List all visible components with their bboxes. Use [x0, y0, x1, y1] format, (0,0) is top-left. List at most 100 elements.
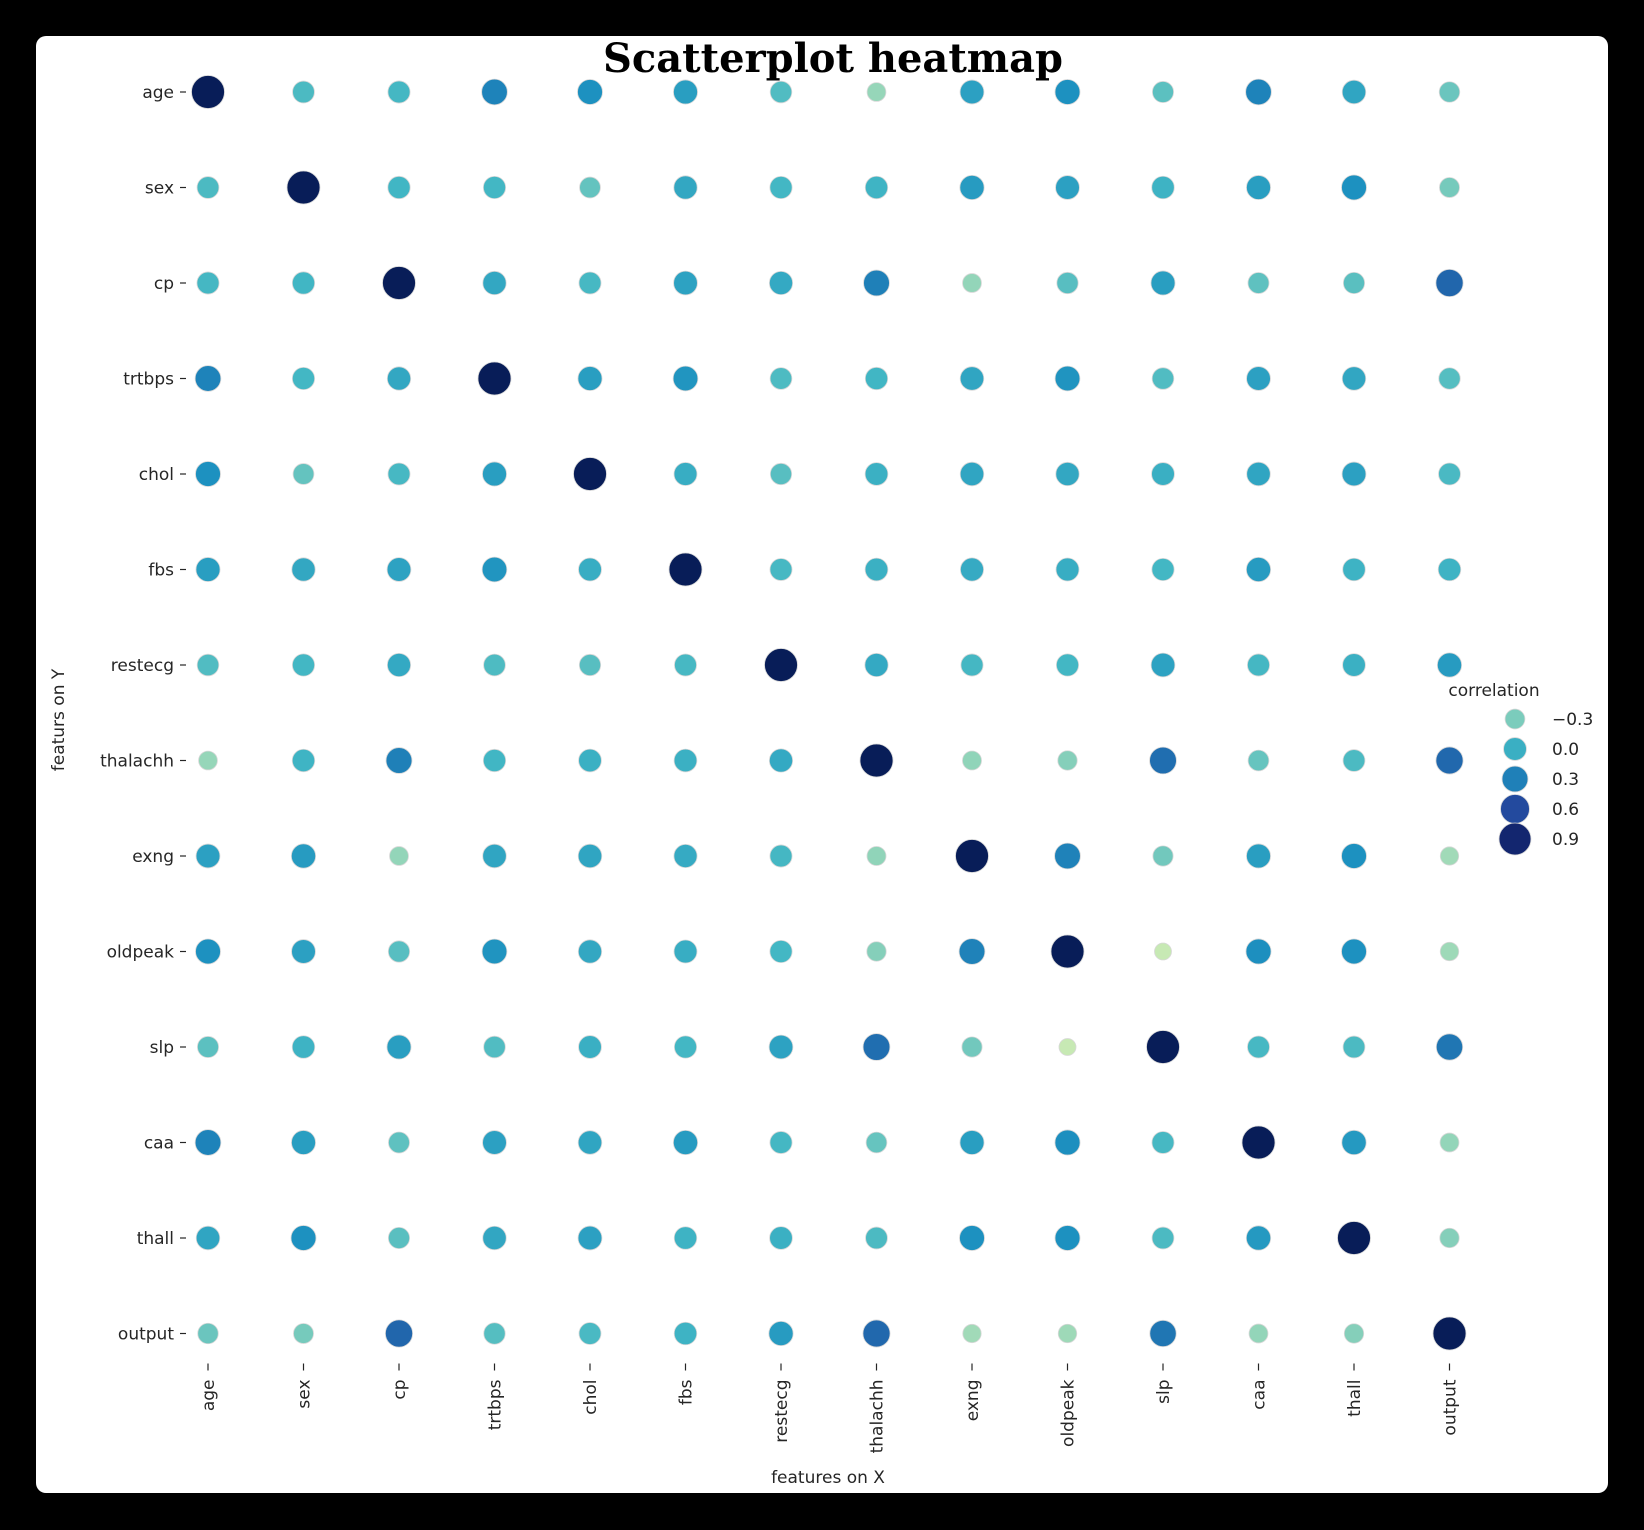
correlation-bubble: [1057, 750, 1078, 771]
legend-marker: [1504, 708, 1526, 730]
correlation-bubble: [579, 176, 601, 199]
correlation-bubble: [769, 367, 793, 390]
legend-label: 0.0: [1552, 740, 1579, 760]
correlation-bubble: [1435, 268, 1464, 298]
correlation-bubble: [866, 941, 887, 962]
correlation-bubble: [1150, 270, 1176, 296]
y-axis-label: featurs on Y: [49, 668, 69, 771]
correlation-bubble: [577, 1130, 603, 1155]
correlation-bubble: [1057, 1323, 1078, 1344]
y-tick-label: cp: [154, 274, 174, 294]
correlation-bubble: [578, 271, 602, 295]
correlation-bubble: [1152, 81, 1174, 103]
correlation-bubble: [578, 557, 602, 582]
correlation-bubble: [1439, 846, 1460, 866]
x-tick-label: oldpeak: [1059, 1379, 1079, 1447]
correlation-bubble: [197, 1036, 219, 1058]
y-tick-label: exng: [132, 847, 174, 867]
correlation-bubble: [962, 750, 982, 771]
y-tick-label: output: [118, 1325, 174, 1345]
correlation-bubble: [386, 366, 412, 391]
correlation-bubble: [959, 366, 985, 391]
correlation-bubble: [386, 652, 412, 678]
correlation-bubble: [958, 938, 986, 965]
correlation-bubble: [387, 462, 411, 486]
y-tick-label: oldpeak: [107, 943, 175, 963]
correlation-bubble: [1152, 845, 1174, 867]
correlation-bubble: [673, 462, 698, 486]
correlation-bubble: [1341, 366, 1367, 391]
correlation-bubble: [482, 1225, 507, 1251]
correlation-bubble: [1341, 1129, 1367, 1156]
correlation-bubble: [573, 457, 607, 491]
y-axis-ticks: age sex cp trtbps chol fbs restecg thalachh exng…: [100, 83, 186, 1345]
correlation-bubble: [962, 273, 982, 293]
correlation-bubble: [578, 1322, 602, 1345]
y-tick-label: age: [142, 83, 174, 103]
correlation-bubble: [769, 558, 793, 581]
correlation-bubble: [290, 1225, 317, 1251]
correlation-bubble: [862, 1033, 891, 1061]
x-axis-label: features on X: [771, 1468, 885, 1488]
correlation-bubble: [196, 271, 220, 295]
correlation-bubble: [195, 843, 221, 869]
correlation-bubble: [1058, 1038, 1077, 1056]
x-tick-label: thall: [1345, 1380, 1365, 1417]
correlation-bubble: [483, 1035, 506, 1059]
correlation-bubble: [578, 748, 602, 773]
correlation-bubble: [863, 269, 890, 297]
correlation-bubble: [387, 175, 411, 200]
y-tick-label: restecg: [111, 656, 174, 676]
legend-marker: [1501, 765, 1529, 793]
correlation-bubble: [1245, 556, 1272, 583]
correlation-bubble: [1150, 652, 1176, 678]
correlation-bubble: [865, 1226, 888, 1250]
correlation-bubble: [673, 1321, 698, 1346]
correlation-bubble: [673, 270, 698, 296]
correlation-bubble: [291, 366, 316, 391]
correlation-bubble: [1054, 79, 1081, 105]
correlation-bubble: [291, 1035, 316, 1059]
correlation-bubble: [1151, 557, 1175, 582]
correlation-bubble: [483, 1322, 506, 1345]
y-tick-label: fbs: [148, 561, 174, 581]
correlation-bubble: [673, 1035, 698, 1059]
x-tick-label: caa: [1250, 1380, 1270, 1410]
correlation-bubble: [1342, 749, 1366, 772]
y-tick-label: chol: [139, 465, 174, 485]
correlation-bubble: [864, 366, 889, 391]
correlation-bubble: [196, 176, 220, 199]
correlation-bubble: [1435, 746, 1464, 775]
correlation-bubble: [481, 556, 508, 583]
correlation-bubble: [577, 1225, 603, 1251]
correlation-bubble: [385, 747, 413, 774]
correlation-bubble: [864, 462, 889, 486]
correlation-bubble: [1054, 365, 1081, 392]
correlation-bubble: [577, 939, 603, 964]
correlation-bubble: [1149, 1319, 1177, 1348]
y-tick-label: caa: [144, 1134, 174, 1154]
correlation-bubble: [1054, 1225, 1081, 1251]
correlation-bubble: [482, 175, 507, 200]
correlation-bubble: [578, 653, 602, 677]
correlation-bubble: [1438, 367, 1461, 390]
correlation-bubble: [291, 653, 316, 677]
correlation-bubble: [1245, 1225, 1272, 1251]
correlation-bubble: [1436, 652, 1463, 678]
correlation-bubble: [1245, 938, 1272, 965]
correlation-bubble: [290, 843, 317, 869]
correlation-bubble: [577, 366, 603, 391]
x-tick-label: chol: [581, 1380, 601, 1415]
legend-marker: [1500, 794, 1530, 824]
correlation-bubble: [482, 461, 507, 487]
correlation-bubble: [673, 748, 698, 773]
correlation-bubble: [673, 844, 698, 868]
correlation-bubble: [577, 843, 603, 869]
correlation-bubble: [1246, 461, 1271, 487]
correlation-bubble: [959, 174, 985, 201]
correlation-bubble: [197, 1322, 219, 1345]
correlation-bubble: [960, 557, 984, 582]
correlation-bubble: [191, 75, 225, 109]
correlation-bubble: [291, 1130, 316, 1155]
correlation-bubble: [673, 175, 698, 200]
